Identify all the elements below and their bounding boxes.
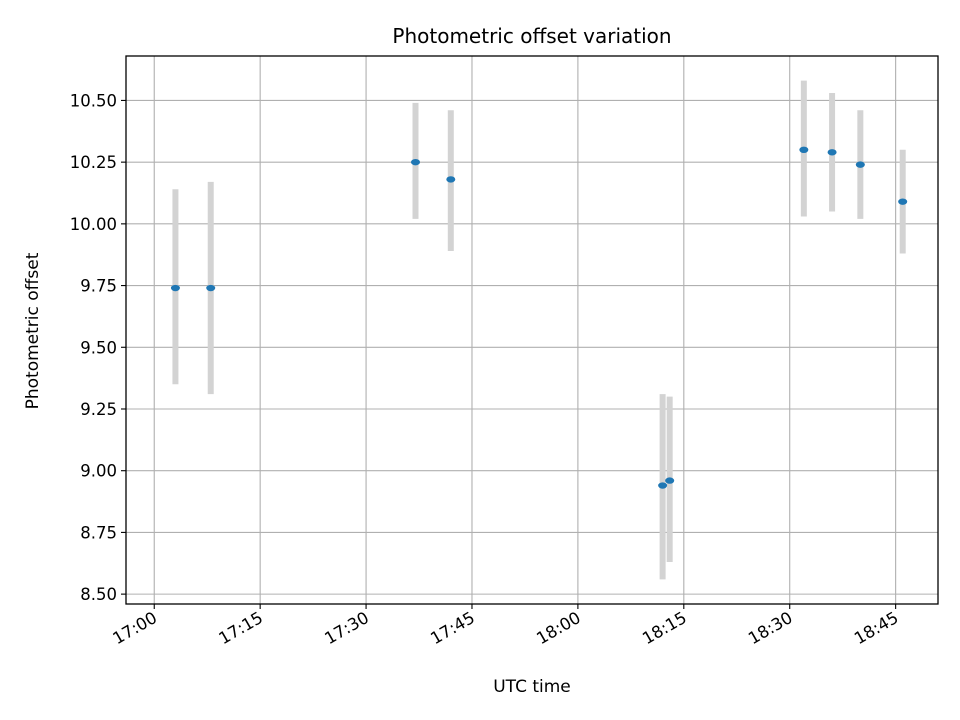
y-axis-label: Photometric offset	[23, 252, 43, 409]
data-point	[799, 146, 809, 154]
data-point	[446, 176, 456, 183]
y-tick-label: 10.00	[70, 215, 117, 234]
data-point	[658, 482, 668, 489]
y-tick-label: 10.25	[70, 153, 117, 172]
data-point	[855, 161, 865, 168]
y-tick-label: 9.25	[80, 400, 117, 419]
y-tick-label: 10.50	[70, 91, 117, 110]
y-tick-label: 9.50	[80, 338, 117, 357]
data-point	[410, 158, 420, 166]
data-point	[206, 284, 216, 292]
chart-title: Photometric offset variation	[392, 24, 671, 48]
y-tick-label: 8.50	[80, 585, 117, 604]
y-tick-label: 9.75	[80, 277, 117, 296]
y-tick-label: 9.00	[80, 462, 117, 481]
data-point	[170, 284, 180, 292]
data-points	[170, 146, 908, 489]
data-point	[665, 477, 675, 484]
y-tick-label: 8.75	[80, 523, 117, 542]
x-axis-label: UTC time	[493, 677, 571, 697]
grid	[126, 56, 938, 604]
plot-area-frame	[125, 55, 939, 605]
data-point	[898, 198, 908, 205]
data-point	[827, 149, 837, 156]
